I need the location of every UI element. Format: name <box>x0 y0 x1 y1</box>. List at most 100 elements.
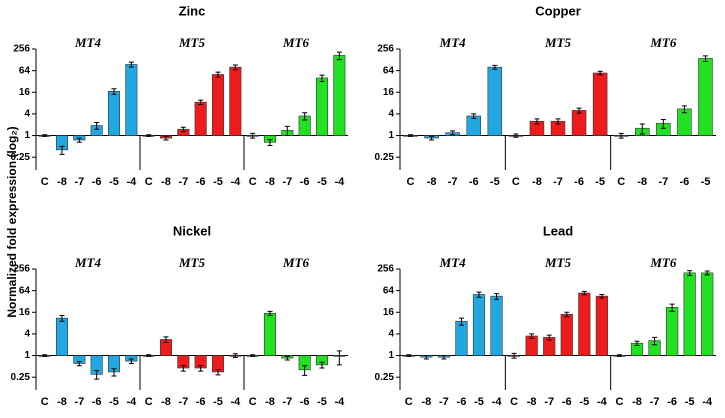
bar <box>229 66 242 136</box>
error-bar <box>441 355 447 360</box>
y-tick-label: 64 <box>19 65 31 76</box>
error-bar <box>94 370 100 380</box>
x-tick-label: -5 <box>474 396 484 408</box>
x-tick-label: -6 <box>680 176 690 188</box>
error-bar <box>639 123 645 135</box>
error-bar <box>529 333 535 339</box>
bar <box>701 272 714 356</box>
error-bar <box>702 55 708 62</box>
error-bar <box>634 340 640 347</box>
error-bar <box>534 118 540 125</box>
x-tick-label: -6 <box>574 176 584 188</box>
x-tick-label: -4 <box>334 176 345 188</box>
error-bar <box>669 303 675 312</box>
x-tick-label: -7 <box>448 176 458 188</box>
x-tick-label: -8 <box>637 176 647 188</box>
x-tick-label: -8 <box>632 396 642 408</box>
error-bar <box>471 113 477 119</box>
bar <box>525 335 538 356</box>
x-tick-label: C <box>145 176 153 188</box>
bar <box>263 312 277 356</box>
bar <box>55 317 69 356</box>
error-bar <box>267 310 273 317</box>
y-tick-label: 1 <box>24 130 30 141</box>
bar <box>592 72 608 136</box>
bar <box>683 272 696 356</box>
group-label: MT6 <box>649 255 677 270</box>
x-tick-label: -6 <box>196 396 206 408</box>
error-bar <box>704 270 710 276</box>
bar <box>125 64 138 136</box>
error-bar <box>42 134 48 137</box>
x-tick-label: -5 <box>109 176 119 188</box>
bar <box>595 295 608 356</box>
x-tick-label: -7 <box>282 396 292 408</box>
bar <box>107 91 121 136</box>
y-tick-label: 16 <box>383 307 395 318</box>
bar <box>472 294 486 356</box>
group-label: MT5 <box>544 255 572 270</box>
error-bar <box>599 293 605 299</box>
x-tick-label: -4 <box>126 176 137 188</box>
y-tick-label: 64 <box>19 285 31 296</box>
error-bar <box>513 133 519 138</box>
y-tick-label: 256 <box>13 44 30 55</box>
y-tick-label: 1 <box>24 350 30 361</box>
bar <box>211 74 225 136</box>
x-tick-label: -4 <box>126 396 137 408</box>
error-bar <box>336 350 342 366</box>
bar <box>194 101 207 136</box>
x-tick-label: C <box>512 176 520 188</box>
x-tick-label: -4 <box>334 396 345 408</box>
error-bar <box>232 64 238 71</box>
error-bar <box>423 355 429 360</box>
x-tick-label: -7 <box>439 396 449 408</box>
error-bar <box>267 139 273 146</box>
x-tick-label: -5 <box>595 176 605 188</box>
error-bar <box>511 352 517 359</box>
error-bar <box>494 293 500 300</box>
group-label: MT5 <box>178 255 206 270</box>
x-tick-label: -5 <box>213 176 223 188</box>
x-tick-label: -6 <box>196 176 206 188</box>
x-tick-label: -6 <box>667 396 677 408</box>
y-tick-label: 64 <box>383 65 395 76</box>
x-tick-label: C <box>145 396 153 408</box>
x-tick-label: -5 <box>109 396 119 408</box>
y-tick-label: 1 <box>388 350 394 361</box>
error-bar <box>681 105 687 114</box>
x-tick-label: -8 <box>161 176 171 188</box>
error-bar <box>336 51 342 61</box>
x-tick-label: -8 <box>527 396 537 408</box>
y-tick-label: 4 <box>24 329 30 340</box>
panel-title: Lead <box>543 223 573 238</box>
x-tick-label: -5 <box>317 396 327 408</box>
y-tick-label: 64 <box>383 285 395 296</box>
x-tick-label: -6 <box>300 176 310 188</box>
bar <box>560 314 573 356</box>
group-label: MT6 <box>282 35 310 50</box>
error-bar <box>406 354 412 357</box>
y-tick-label: 16 <box>19 87 31 98</box>
error-bar <box>408 134 414 137</box>
x-tick-label: C <box>615 396 623 408</box>
y-axis-label: Normalized fold expression (log₂) <box>5 126 19 317</box>
group-label: MT4 <box>74 255 102 270</box>
x-tick-label: -5 <box>317 176 327 188</box>
error-bar <box>215 71 221 78</box>
error-bar <box>302 365 308 376</box>
bar <box>571 110 587 136</box>
x-tick-label: -7 <box>74 176 84 188</box>
bar <box>578 292 591 356</box>
x-tick-label: -4 <box>702 396 713 408</box>
error-bar <box>163 135 169 141</box>
x-tick-label: -4 <box>230 396 241 408</box>
bar <box>466 115 481 136</box>
panel-title: Nickel <box>173 223 211 238</box>
error-bar <box>492 64 498 70</box>
x-tick-label: -7 <box>650 396 660 408</box>
x-tick-label: -8 <box>57 176 67 188</box>
y-tick-label: 0.25 <box>11 152 31 163</box>
x-tick-label: -5 <box>685 396 695 408</box>
x-tick-label: C <box>510 396 518 408</box>
